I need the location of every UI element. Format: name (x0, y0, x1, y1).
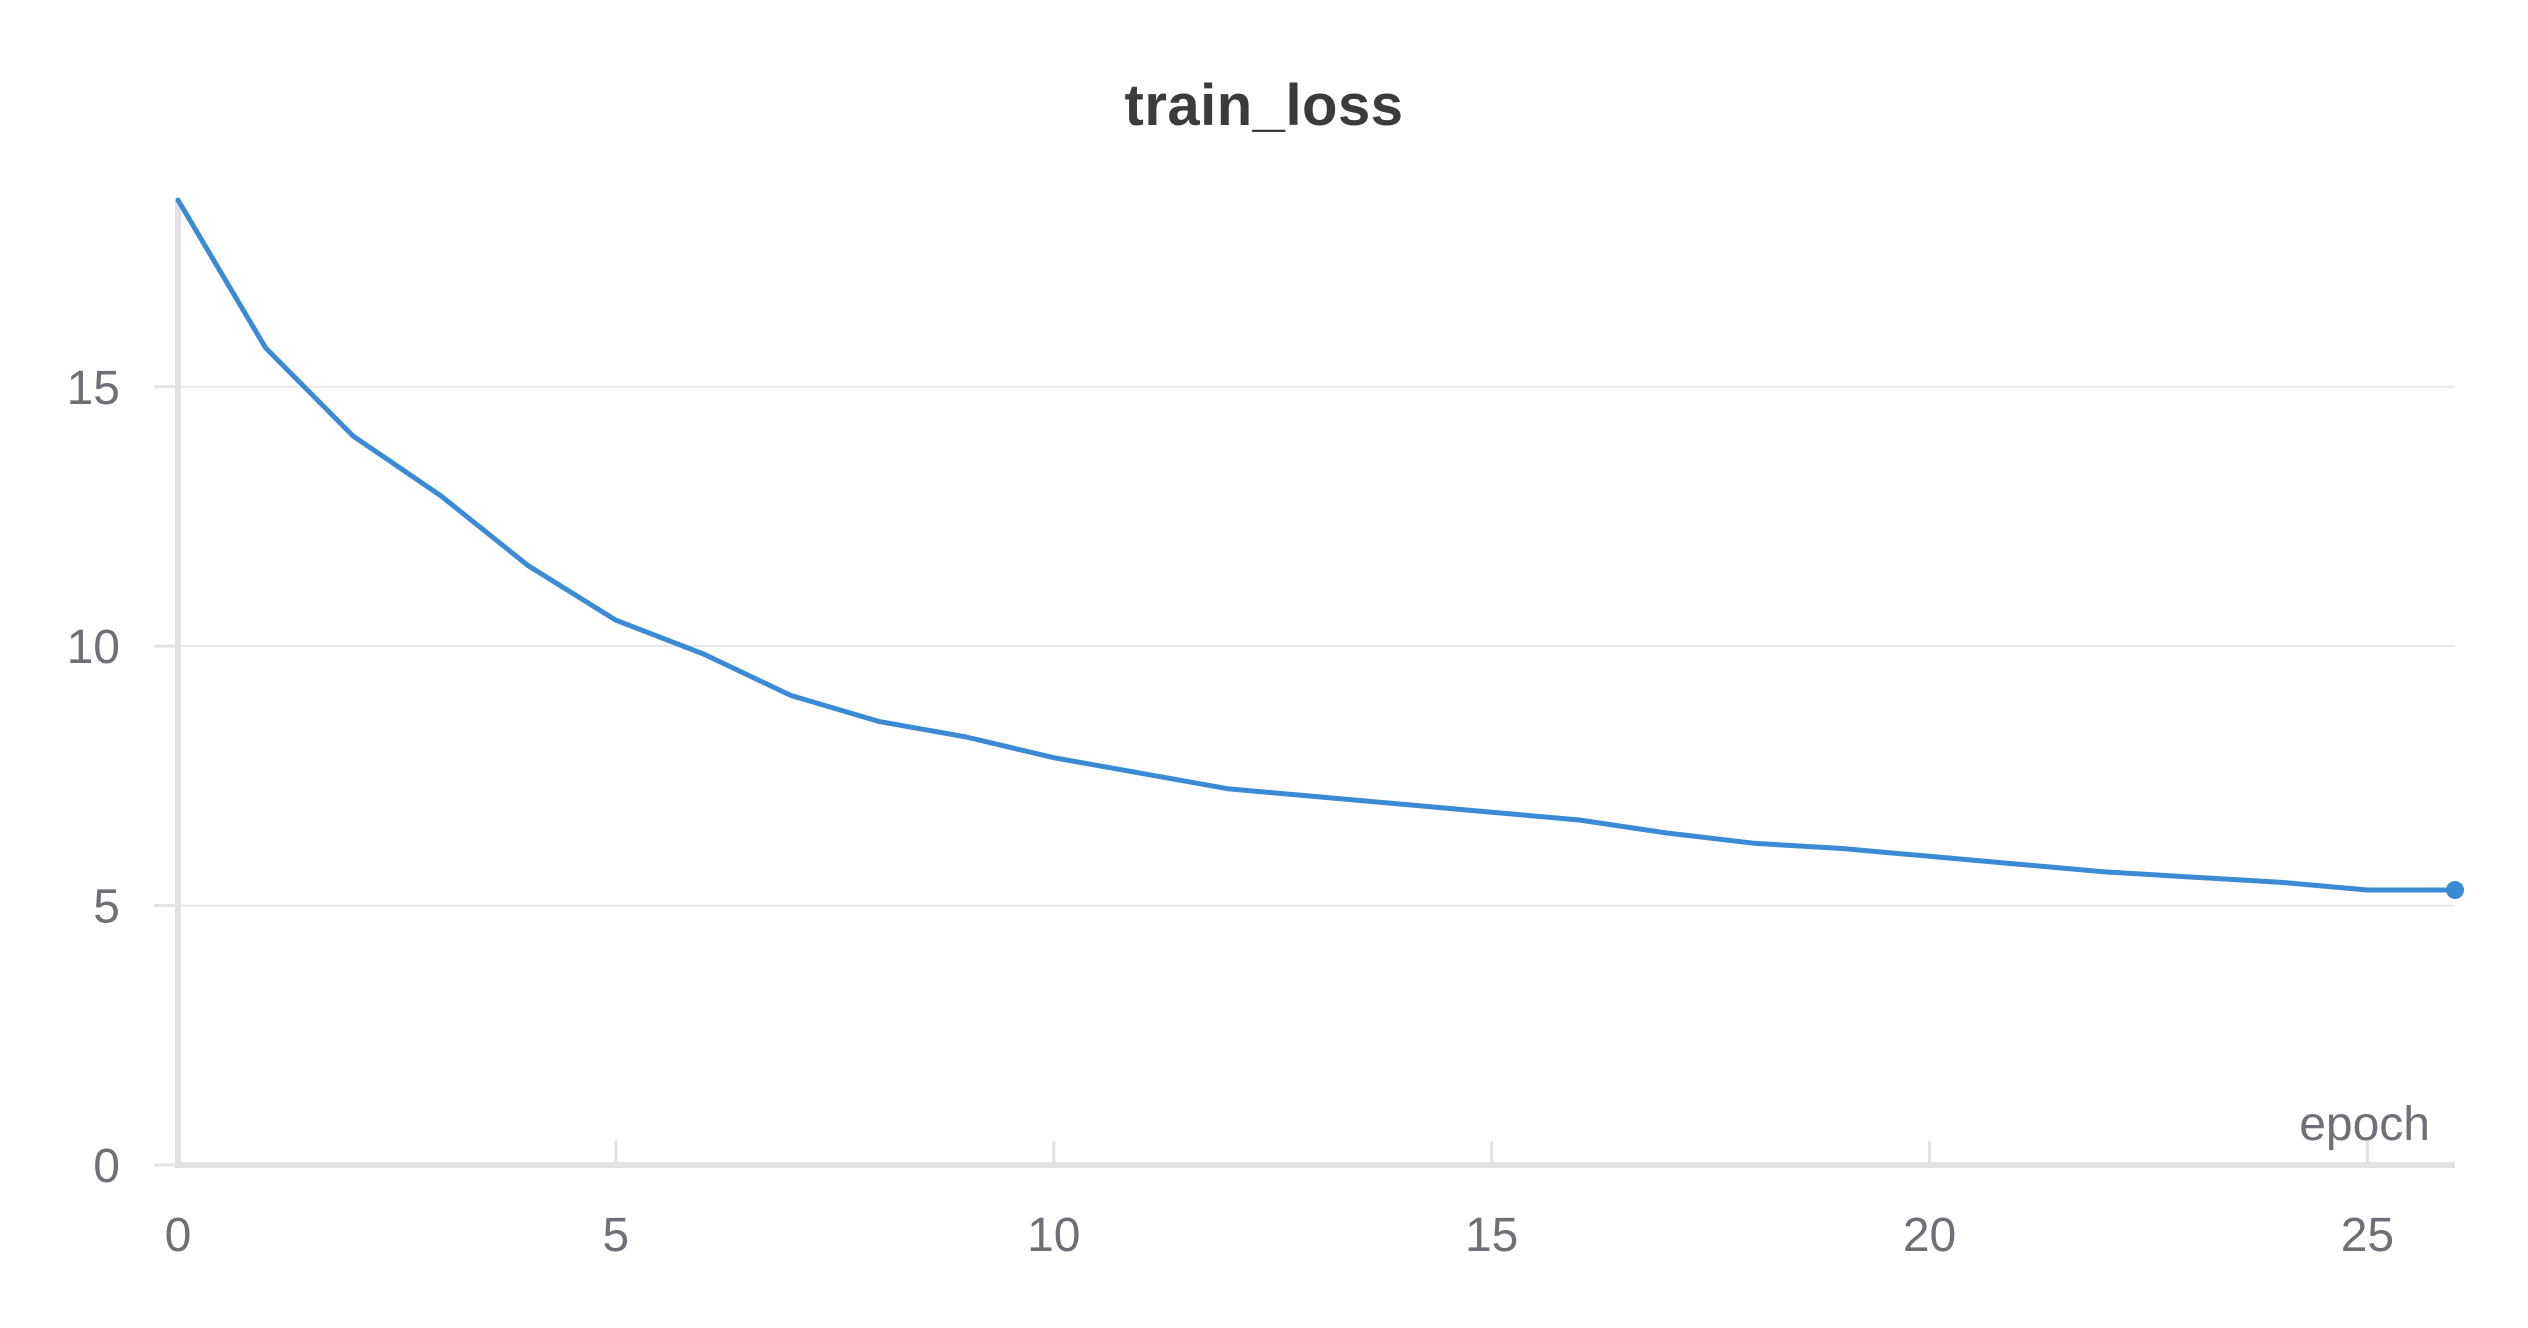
x-tick-label: 10 (1027, 1209, 1080, 1262)
series-line (175, 197, 2458, 893)
x-tick-label: 15 (1465, 1209, 1518, 1262)
y-tick-label: 0 (93, 1140, 120, 1193)
y-tick-label: 15 (67, 362, 120, 415)
series-end-point (2446, 881, 2464, 900)
x-tick-label: 25 (2341, 1209, 2394, 1262)
chart-title: train_loss (1124, 73, 1404, 138)
x-axis-label: epoch (2299, 1098, 2430, 1151)
x-tick-label: 20 (1903, 1209, 1956, 1262)
y-tick-label: 5 (93, 881, 120, 934)
y-tick-label: 10 (67, 621, 120, 674)
x-tick-label: 5 (603, 1209, 630, 1262)
x-tick-label: 0 (165, 1209, 192, 1262)
